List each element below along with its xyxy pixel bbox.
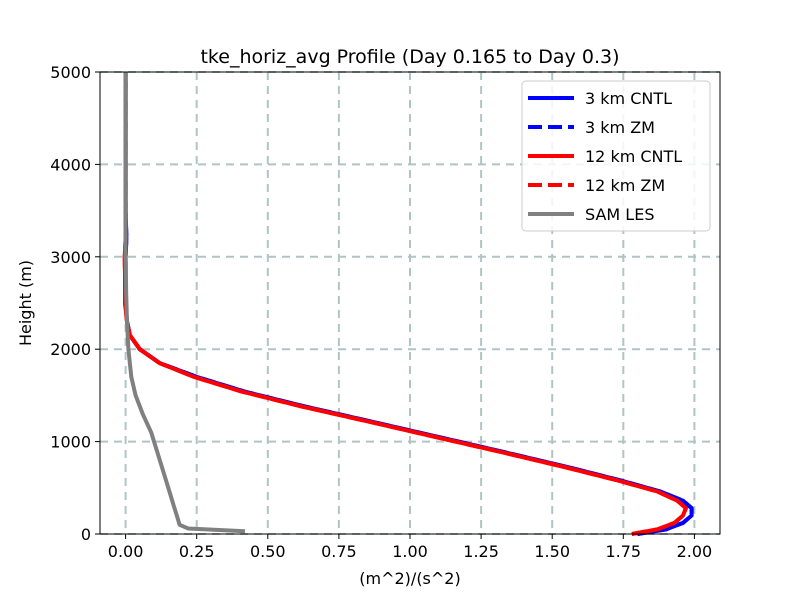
chart-title: tke_horiz_avg Profile (Day 0.165 to Day … bbox=[200, 46, 619, 68]
legend-label: 12 km ZM bbox=[585, 176, 665, 195]
legend-label: SAM LES bbox=[585, 205, 654, 224]
y-tick-label: 5000 bbox=[50, 63, 91, 82]
y-tick-label: 3000 bbox=[50, 248, 91, 267]
y-tick-label: 1000 bbox=[50, 433, 91, 452]
legend-box bbox=[521, 80, 711, 232]
x-axis-label: (m^2)/(s^2) bbox=[359, 569, 460, 588]
legend: 3 km CNTL 3 km ZM 12 km CNTL 12 km ZM SAM LE… bbox=[521, 80, 711, 232]
y-axis-label: Height (m) bbox=[16, 260, 35, 346]
y-tick-label: 2000 bbox=[50, 340, 91, 359]
y-tick-label: 0 bbox=[81, 525, 91, 544]
x-tick-label: 1.25 bbox=[463, 542, 499, 561]
series-line-sam-les bbox=[123, 72, 246, 534]
y-tick-label: 4000 bbox=[50, 155, 91, 174]
x-tick-label: 2.00 bbox=[677, 542, 713, 561]
x-tick-label: 0.00 bbox=[108, 542, 144, 561]
x-tick-label: 1.00 bbox=[392, 542, 428, 561]
legend-label: 3 km ZM bbox=[585, 118, 655, 137]
x-tick-label: 0.25 bbox=[179, 542, 215, 561]
legend-label: 12 km CNTL bbox=[585, 147, 682, 166]
x-tick-label: 0.50 bbox=[250, 542, 286, 561]
x-tick-label: 1.50 bbox=[534, 542, 570, 561]
x-tick-label: 1.75 bbox=[605, 542, 641, 561]
legend-label: 3 km CNTL bbox=[585, 89, 672, 108]
ticks: 0.00 0.25 0.50 0.75 1.00 1.25 1.50 1.75 2.00 0 100… bbox=[50, 63, 712, 561]
series-group bbox=[122, 72, 694, 536]
x-tick-label: 0.75 bbox=[321, 542, 357, 561]
